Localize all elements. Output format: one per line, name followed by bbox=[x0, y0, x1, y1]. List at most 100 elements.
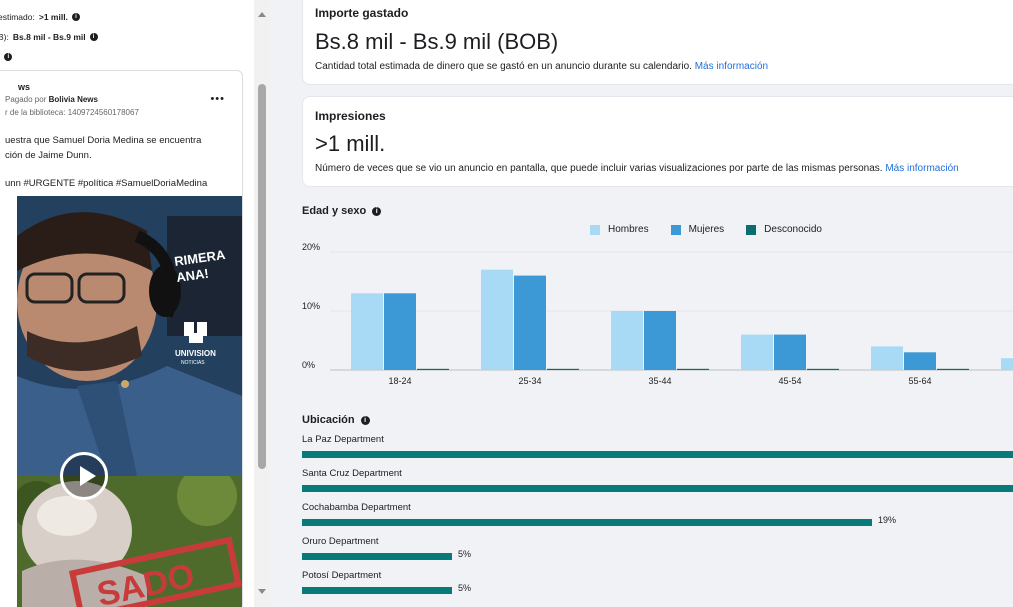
impressions-more-info-link[interactable]: Más información bbox=[885, 163, 959, 174]
spend-more-info-link[interactable]: Más información bbox=[694, 61, 769, 72]
scrollbar-thumb[interactable] bbox=[258, 84, 266, 469]
bar-desconocido-18-24[interactable] bbox=[417, 368, 449, 370]
bar-hombres-45-54[interactable] bbox=[741, 334, 773, 370]
overlay-univision-text: UNIVISION bbox=[175, 349, 216, 358]
spend-value: Bs.8 mil - Bs.9 mil (BOB) bbox=[315, 29, 559, 54]
ad-body-line-1: uestra que Samuel Doria Medina se encuen… bbox=[5, 135, 202, 146]
paid-by-name: Bolivia News bbox=[48, 95, 98, 104]
overlay-primera-text: RIMERA bbox=[173, 247, 226, 269]
impressions-card-title: Impresiones bbox=[315, 109, 386, 123]
chart-legend: Hombres Mujeres Desconocido bbox=[590, 224, 822, 235]
library-id: r de la biblioteca: 1409724560178067 bbox=[5, 108, 139, 117]
advertiser-name[interactable]: ws bbox=[18, 82, 31, 92]
spend-description-text: Cantidad total estimada de dinero que se… bbox=[315, 61, 692, 72]
overlay-noticias-text: NOTICIAS bbox=[181, 360, 205, 366]
bar-hombres-25-34[interactable] bbox=[481, 269, 513, 370]
spend-description: Cantidad total estimada de dinero que se… bbox=[315, 61, 768, 72]
scroll-down-arrow-icon[interactable] bbox=[258, 589, 266, 594]
video-frame-secondary-illustration: SADO bbox=[17, 476, 242, 607]
x-tick-label: 35-44 bbox=[648, 376, 671, 386]
bar-mujeres-35-44[interactable] bbox=[644, 311, 676, 370]
legend-label-desconocido: Desconocido bbox=[764, 224, 822, 235]
bar-desconocido-35-44[interactable] bbox=[677, 368, 709, 370]
scroll-up-arrow-icon[interactable] bbox=[258, 12, 266, 17]
x-tick-label: 45-54 bbox=[778, 376, 801, 386]
bar-mujeres-25-34[interactable] bbox=[514, 275, 546, 370]
location-row: Potosí Department 5% bbox=[302, 570, 1013, 599]
location-heading: Ubicación i bbox=[302, 414, 370, 426]
info-icon[interactable]: i bbox=[71, 13, 80, 21]
legend-item-desconocido: Desconocido bbox=[746, 224, 822, 235]
location-title: Ubicación bbox=[302, 414, 355, 426]
legend-swatch-mujeres bbox=[670, 224, 681, 235]
univision-logo-icon bbox=[184, 322, 207, 343]
ad-video-thumbnail-secondary[interactable]: SADO bbox=[17, 476, 242, 607]
location-name: Potosí Department bbox=[302, 570, 382, 581]
bar-mujeres-55-64[interactable] bbox=[904, 352, 936, 370]
video-frame-illustration: RIMERA ANA! UNIVISION NOTICIAS bbox=[17, 196, 242, 476]
location-bar bbox=[302, 451, 1013, 458]
impressions-description-text: Número de veces que se vio un anuncio en… bbox=[315, 163, 883, 174]
x-tick-label: 18-24 bbox=[388, 376, 411, 386]
paid-by-prefix: Pagado por bbox=[5, 95, 47, 104]
play-button-icon[interactable] bbox=[60, 452, 108, 500]
location-row: Oruro Department 5% bbox=[302, 536, 1013, 565]
impressions-summary: estimado: >1 mill. i bbox=[0, 12, 80, 22]
location-percent: 5% bbox=[458, 583, 472, 593]
ad-body-line-3: unn #URGENTE #política #SamuelDoriaMedin… bbox=[5, 178, 208, 189]
info-icon[interactable]: i bbox=[4, 53, 13, 61]
bar-hombres-65+[interactable] bbox=[1001, 358, 1013, 370]
scrollbar[interactable] bbox=[254, 0, 270, 607]
location-bar-track: 19% bbox=[302, 513, 1013, 531]
bar-hombres-18-24[interactable] bbox=[351, 293, 383, 370]
y-tick-label: 20% bbox=[302, 242, 320, 252]
spend-summary-value: Bs.8 mil - Bs.9 mil bbox=[12, 32, 86, 42]
info-icon[interactable]: i bbox=[89, 33, 98, 41]
x-tick-label: 25-34 bbox=[518, 376, 541, 386]
ad-preview-panel: estimado: >1 mill. i B): Bs.8 mil - Bs.9… bbox=[0, 0, 270, 607]
info-icon[interactable]: i bbox=[372, 206, 382, 216]
legend-item-hombres: Hombres bbox=[590, 224, 649, 235]
overlay-plana-text: ANA! bbox=[175, 266, 209, 285]
location-name: La Paz Department bbox=[302, 434, 384, 445]
location-bar-track bbox=[302, 445, 1013, 463]
extra-summary: . i bbox=[0, 52, 13, 62]
impressions-summary-label: estimado: bbox=[0, 12, 35, 22]
bar-desconocido-55-64[interactable] bbox=[937, 368, 969, 370]
bar-desconocido-25-34[interactable] bbox=[547, 368, 579, 370]
legend-item-mujeres: Mujeres bbox=[670, 224, 725, 235]
location-bar bbox=[302, 519, 872, 526]
location-bar-track bbox=[302, 479, 1013, 497]
ad-video-thumbnail[interactable]: RIMERA ANA! UNIVISION NOTICIAS bbox=[17, 196, 242, 476]
location-percent: 5% bbox=[458, 549, 472, 559]
bar-desconocido-45-54[interactable] bbox=[807, 368, 839, 370]
location-row: La Paz Department bbox=[302, 434, 1013, 463]
location-name: Cochabamba Department bbox=[302, 502, 411, 513]
legend-label-mujeres: Mujeres bbox=[688, 224, 725, 235]
location-row: Cochabamba Department 19% bbox=[302, 502, 1013, 531]
x-tick-label: 55-64 bbox=[908, 376, 931, 386]
location-bar bbox=[302, 587, 452, 594]
location-bar bbox=[302, 485, 1013, 492]
spend-summary-label: B): bbox=[0, 32, 9, 42]
spend-summary: B): Bs.8 mil - Bs.9 mil i bbox=[0, 32, 98, 42]
location-bar bbox=[302, 553, 452, 560]
location-percent: 19% bbox=[878, 515, 897, 525]
legend-swatch-desconocido bbox=[746, 224, 757, 235]
bar-mujeres-18-24[interactable] bbox=[384, 293, 416, 370]
paid-by-line: Pagado por Bolivia News bbox=[5, 95, 98, 104]
location-row: Santa Cruz Department bbox=[302, 468, 1013, 497]
bar-hombres-55-64[interactable] bbox=[871, 346, 903, 370]
info-icon[interactable]: i bbox=[360, 415, 370, 425]
spend-card-title: Importe gastado bbox=[315, 6, 409, 20]
location-bar-track: 5% bbox=[302, 547, 1013, 565]
y-tick-label: 0% bbox=[302, 360, 315, 370]
bar-mujeres-45-54[interactable] bbox=[774, 334, 806, 370]
location-bar-track: 5% bbox=[302, 581, 1013, 599]
bar-hombres-35-44[interactable] bbox=[611, 311, 643, 370]
more-options-icon[interactable]: ••• bbox=[210, 93, 225, 105]
impressions-description: Número de veces que se vio un anuncio en… bbox=[315, 163, 959, 174]
stamp-overlay-icon: SADO bbox=[68, 536, 242, 607]
impressions-value: >1 mill. bbox=[315, 131, 386, 156]
